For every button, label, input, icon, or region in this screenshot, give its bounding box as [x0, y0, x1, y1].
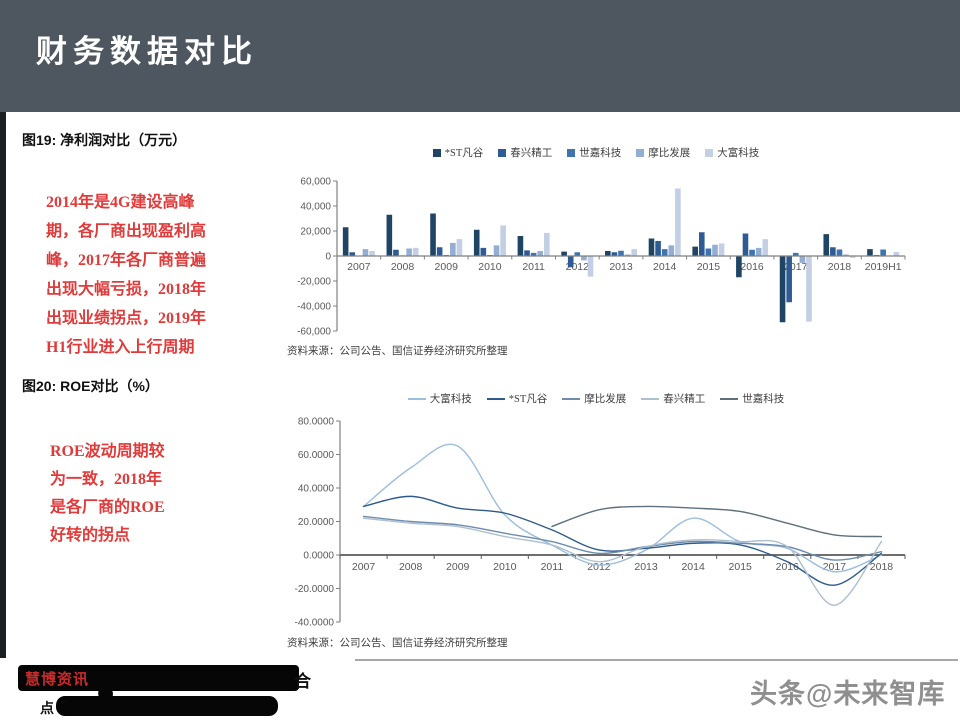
- legend-line-marker: [562, 397, 581, 400]
- fig19-caption: 图19: 净利润对比（万元）: [22, 132, 187, 148]
- legend-label: *ST凡谷: [444, 148, 484, 159]
- svg-text:2007: 2007: [352, 561, 376, 573]
- comment-line: H1行业进入上行周期: [46, 339, 195, 356]
- comment-line: 期，各厂商出现盈利高: [46, 223, 207, 240]
- legend-item: *ST凡谷: [432, 145, 484, 160]
- svg-text:2019H1: 2019H1: [865, 261, 902, 273]
- watermark-text: 头条@未来智库: [750, 679, 946, 709]
- legend-label: 摩比发展: [584, 394, 627, 405]
- roe-chart-plot: 80.0000 60.0000 40.0000 20.0000 0.0000 -20.00…: [295, 417, 906, 629]
- legend-item: 大富科技: [407, 391, 472, 406]
- svg-text:2015: 2015: [697, 261, 721, 273]
- legend-label: *ST凡谷: [508, 394, 548, 405]
- comment-line: 好转的拐点: [50, 527, 131, 544]
- net-profit-chart-legend: *ST凡谷 春兴精工 世嘉科技 摩比发展 大富科技: [280, 145, 912, 160]
- svg-text:2008: 2008: [399, 561, 423, 573]
- svg-text:60,000: 60,000: [300, 177, 331, 188]
- legend-item: *ST凡谷: [486, 391, 548, 406]
- fig19-comment: 2014年是4G建设高峰 期，各厂商出现盈利高 峰，2017年各厂商普遍 出现大…: [46, 188, 246, 362]
- svg-text:40,000: 40,000: [300, 202, 331, 213]
- fig19-source: 资料来源：公司公告、国信证券经济研究所整理: [287, 346, 508, 357]
- svg-text:2016: 2016: [740, 261, 764, 273]
- legend-label: 大富科技: [429, 394, 472, 405]
- legend-square-marker: [705, 148, 714, 157]
- left-edge-bar: [0, 112, 6, 658]
- legend-label: 春兴精工: [663, 394, 706, 405]
- svg-text:2009: 2009: [435, 261, 459, 273]
- legend-item: 世嘉科技: [720, 391, 784, 406]
- svg-text:2018: 2018: [870, 561, 894, 573]
- legend-line-marker: [407, 397, 426, 400]
- svg-text:-40.0000: -40.0000: [295, 618, 335, 629]
- svg-text:-20,000: -20,000: [297, 277, 331, 288]
- comment-line: 2014年是4G建设高峰: [46, 194, 195, 211]
- legend-label: 世嘉科技: [742, 394, 785, 405]
- fig20-source: 资料来源：公司公告、国信证券经济研究所整理: [287, 638, 508, 649]
- svg-text:20.0000: 20.0000: [298, 517, 335, 528]
- roe-chart-legend: 大富科技 *ST凡谷 摩比发展 春兴精工 世嘉科技: [280, 391, 912, 406]
- comment-line: 出现大幅亏损，2018年: [46, 281, 207, 298]
- svg-text:2010: 2010: [493, 561, 517, 573]
- legend-item: 春兴精工: [498, 145, 552, 160]
- redaction-bar-2: [56, 696, 278, 716]
- legend-square-marker: [636, 148, 645, 157]
- svg-text:0.0000: 0.0000: [303, 551, 334, 562]
- comment-line: 峰，2017年各厂商普遍: [46, 252, 207, 269]
- svg-text:2010: 2010: [478, 261, 502, 273]
- fig20-comment: ROE波动周期较 为一致，2018年 是各厂商的ROE 好转的拐点: [50, 438, 230, 550]
- legend-item: 春兴精工: [641, 391, 705, 406]
- partial-character-right: 合: [294, 672, 311, 691]
- svg-text:2014: 2014: [653, 261, 677, 273]
- legend-square-marker: [567, 148, 576, 157]
- legend-square-marker: [432, 148, 441, 157]
- legend-label: 大富科技: [717, 148, 760, 159]
- legend-line-marker: [720, 397, 739, 400]
- net-profit-chart-plot: 60,000 40,000 20,000 0 -20,000 -40,000 -60,000…: [297, 177, 906, 338]
- svg-text:2013: 2013: [609, 261, 633, 273]
- legend-item: 摩比发展: [562, 391, 626, 406]
- svg-text:2012: 2012: [587, 561, 611, 573]
- svg-text:2009: 2009: [446, 561, 470, 573]
- slide-header: 财务数据对比: [0, 0, 960, 112]
- legend-square-marker: [498, 148, 507, 157]
- svg-text:-40,000: -40,000: [297, 302, 331, 313]
- svg-text:2013: 2013: [634, 561, 658, 573]
- comment-line: 是各厂商的ROE: [50, 499, 165, 516]
- fig20-caption: 图20: ROE对比（%）: [22, 378, 159, 394]
- page-title: 财务数据对比: [36, 34, 258, 69]
- svg-text:80.0000: 80.0000: [298, 417, 335, 428]
- legend-item: 大富科技: [705, 145, 759, 160]
- svg-text:2007: 2007: [347, 261, 371, 273]
- huibo-logo-text: 慧博资讯: [25, 670, 90, 688]
- legend-label: 摩比发展: [648, 148, 691, 159]
- svg-text:0: 0: [325, 252, 331, 263]
- partial-character-left: 点: [40, 700, 54, 716]
- legend-item: 摩比发展: [636, 145, 690, 160]
- svg-text:-20.0000: -20.0000: [295, 584, 335, 595]
- footer-divider: [355, 659, 958, 661]
- net-profit-bar-chart: *ST凡谷 春兴精工 世嘉科技 摩比发展 大富科技 60,000 40,000 20,000…: [280, 142, 912, 344]
- comment-line: ROE波动周期较: [50, 443, 165, 460]
- svg-text:2015: 2015: [729, 561, 753, 573]
- redaction-bar-1: 慧博资讯: [18, 665, 299, 691]
- comment-line: 出现业绩拐点，2019年: [46, 310, 207, 327]
- svg-text:2008: 2008: [391, 261, 415, 273]
- comment-line: 为一致，2018年: [50, 471, 163, 488]
- legend-label: 春兴精工: [510, 148, 553, 159]
- legend-item: 世嘉科技: [567, 145, 621, 160]
- legend-line-marker: [486, 397, 505, 400]
- svg-text:60.0000: 60.0000: [298, 450, 335, 461]
- svg-text:2011: 2011: [522, 261, 545, 273]
- legend-line-marker: [641, 397, 660, 400]
- legend-label: 世嘉科技: [579, 148, 622, 159]
- roe-line-chart: 大富科技 *ST凡谷 摩比发展 春兴精工 世嘉科技 80.0000 60.0000 40.0…: [280, 388, 912, 640]
- svg-text:2014: 2014: [681, 561, 705, 573]
- svg-text:40.0000: 40.0000: [298, 484, 335, 495]
- svg-text:-60,000: -60,000: [297, 327, 331, 338]
- svg-text:2011: 2011: [541, 561, 564, 573]
- svg-text:20,000: 20,000: [300, 227, 331, 238]
- svg-text:2018: 2018: [828, 261, 852, 273]
